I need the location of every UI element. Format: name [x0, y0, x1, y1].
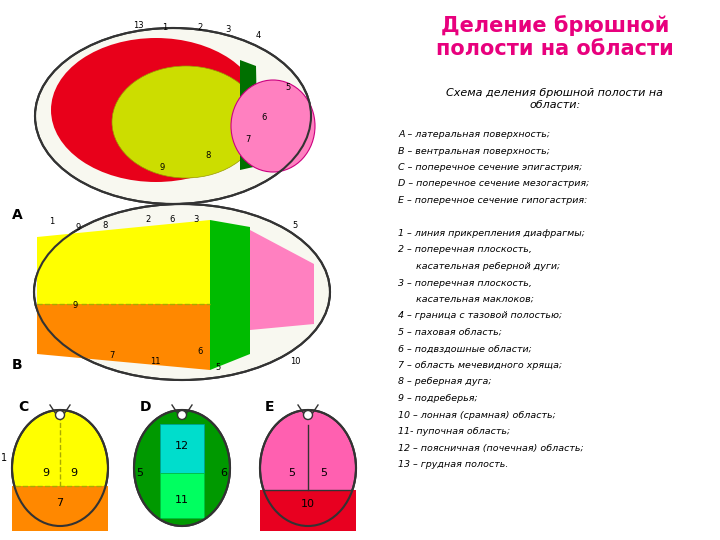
Text: B: B: [12, 358, 22, 372]
Text: Е – поперечное сечение гипогастрия:: Е – поперечное сечение гипогастрия:: [398, 196, 588, 205]
Text: D: D: [140, 400, 151, 414]
Text: 1 – линия прикрепления диафрагмы;: 1 – линия прикрепления диафрагмы;: [398, 229, 585, 238]
Text: С – поперечное сечение эпигастрия;: С – поперечное сечение эпигастрия;: [398, 163, 582, 172]
Text: 1: 1: [50, 218, 55, 226]
Text: 11: 11: [150, 357, 161, 367]
Text: 7 – область мечевидного хряща;: 7 – область мечевидного хряща;: [398, 361, 562, 370]
Polygon shape: [160, 473, 204, 518]
Ellipse shape: [34, 204, 330, 380]
Text: 10: 10: [289, 357, 300, 367]
Text: касательная реберной дуги;: касательная реберной дуги;: [398, 262, 560, 271]
Text: A: A: [12, 208, 23, 222]
Ellipse shape: [112, 66, 260, 178]
Circle shape: [178, 410, 186, 420]
Polygon shape: [160, 424, 204, 473]
Text: 1: 1: [163, 24, 168, 32]
Text: 5 – паховая область;: 5 – паховая область;: [398, 328, 502, 337]
Text: 3 – поперечная плоскость,: 3 – поперечная плоскость,: [398, 279, 532, 287]
Polygon shape: [240, 60, 258, 170]
Text: 12 – поясничная (почечная) область;: 12 – поясничная (почечная) область;: [398, 443, 584, 453]
Text: 3: 3: [193, 215, 199, 225]
Text: Схема деления брюшной полости на
области:: Схема деления брюшной полости на области…: [446, 88, 664, 110]
Ellipse shape: [35, 28, 311, 204]
Text: 7: 7: [246, 136, 251, 145]
Text: E: E: [265, 400, 274, 414]
Text: 10: 10: [301, 499, 315, 509]
Text: 4: 4: [256, 30, 261, 39]
Text: 5: 5: [137, 468, 143, 478]
Polygon shape: [12, 486, 108, 531]
Text: 5: 5: [285, 84, 291, 92]
Text: 12: 12: [175, 441, 189, 451]
Text: 9: 9: [71, 468, 78, 478]
Ellipse shape: [260, 410, 356, 526]
Text: 6 – подвздошные области;: 6 – подвздошные области;: [398, 345, 532, 354]
Text: 6: 6: [220, 468, 228, 478]
Text: 3: 3: [225, 25, 230, 35]
Text: касательная маклоков;: касательная маклоков;: [398, 295, 534, 304]
Text: 2: 2: [197, 24, 202, 32]
Text: 5: 5: [215, 363, 220, 373]
Text: 9: 9: [73, 300, 78, 309]
Circle shape: [304, 410, 312, 420]
Text: 10 – лонная (срамная) область;: 10 – лонная (срамная) область;: [398, 410, 556, 420]
Text: D – поперечное сечение мезогастрия;: D – поперечное сечение мезогастрия;: [398, 179, 590, 188]
Ellipse shape: [231, 80, 315, 172]
Text: 4 – граница с тазовой полостью;: 4 – граница с тазовой полостью;: [398, 312, 562, 321]
Text: C: C: [18, 400, 28, 414]
Text: 8: 8: [102, 221, 108, 231]
Text: В – вентральная поверхность;: В – вентральная поверхность;: [398, 146, 550, 156]
Ellipse shape: [51, 38, 261, 182]
Text: 11- пупочная область;: 11- пупочная область;: [398, 427, 510, 436]
Text: 5: 5: [292, 220, 297, 230]
Text: 13 – грудная полость.: 13 – грудная полость.: [398, 460, 508, 469]
Text: 2: 2: [145, 215, 150, 225]
Text: 9: 9: [42, 468, 50, 478]
Text: 9: 9: [159, 164, 165, 172]
Text: 8: 8: [205, 151, 211, 159]
Text: 7: 7: [109, 350, 114, 360]
Text: 6: 6: [261, 113, 266, 123]
Text: 9: 9: [76, 224, 81, 233]
Polygon shape: [210, 220, 250, 370]
Text: 6: 6: [169, 215, 175, 225]
Polygon shape: [37, 220, 210, 304]
Text: 5: 5: [320, 468, 328, 478]
Ellipse shape: [134, 410, 230, 526]
Polygon shape: [260, 490, 356, 531]
Ellipse shape: [12, 410, 108, 526]
Text: 2 – поперечная плоскость,: 2 – поперечная плоскость,: [398, 246, 532, 254]
Text: 11: 11: [175, 495, 189, 505]
Polygon shape: [250, 230, 314, 330]
Text: А – латеральная поверхность;: А – латеральная поверхность;: [398, 130, 550, 139]
Text: 9 – подреберья;: 9 – подреберья;: [398, 394, 478, 403]
Text: 13: 13: [132, 21, 143, 30]
Polygon shape: [37, 304, 210, 370]
Text: 5: 5: [289, 468, 295, 478]
Text: Деление брюшной
полости на области: Деление брюшной полости на области: [436, 15, 674, 59]
Text: 6: 6: [197, 348, 203, 356]
Text: 8 – реберная дуга;: 8 – реберная дуга;: [398, 377, 492, 387]
Text: 1: 1: [1, 453, 7, 463]
Text: 7: 7: [56, 498, 63, 508]
Circle shape: [55, 410, 65, 420]
